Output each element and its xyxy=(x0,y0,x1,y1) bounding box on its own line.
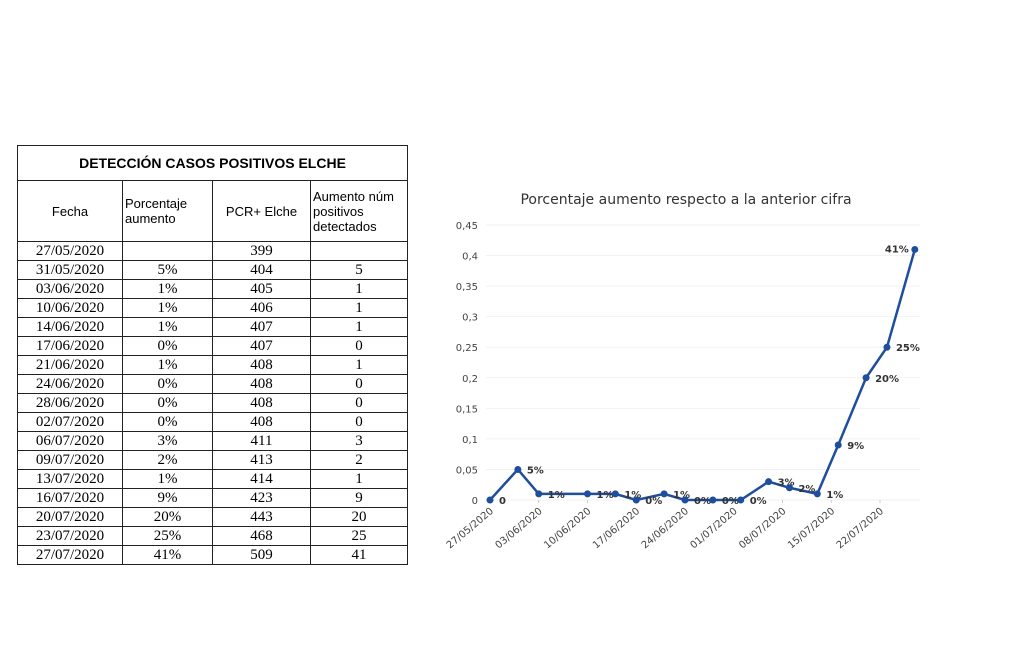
point xyxy=(660,490,668,498)
y-tick-label: 0,05 xyxy=(456,465,478,476)
data-label: 1% xyxy=(826,490,843,501)
cell: 1% xyxy=(122,317,213,337)
cell: 5% xyxy=(122,260,213,280)
cell: 28/06/2020 xyxy=(17,393,123,413)
point xyxy=(632,496,640,504)
data-label: 1% xyxy=(548,490,565,501)
cell: 06/07/2020 xyxy=(17,431,123,451)
data-label: 0% xyxy=(750,496,767,507)
header: Fecha xyxy=(17,180,123,242)
x-tick-label: 27/05/2020 xyxy=(445,506,496,551)
y-tick-label: 0,45 xyxy=(456,221,478,232)
point xyxy=(883,343,891,351)
row: 31/05/2020 5% 404 5 xyxy=(17,260,409,280)
row: 17/06/2020 0% 407 0 xyxy=(17,336,409,356)
table-title: DETECCIÓN CASOS POSITIVOS ELCHE xyxy=(16,145,409,181)
data-label: 2% xyxy=(798,484,815,495)
cell: 23/07/2020 xyxy=(17,526,123,546)
cell: 20/07/2020 xyxy=(17,507,123,527)
chart-title: Porcentaje aumento respecto a la anterio… xyxy=(520,192,851,208)
x-tick-label: 10/06/2020 xyxy=(542,506,593,551)
y-tick-label: 0,2 xyxy=(462,374,478,385)
point xyxy=(862,374,870,382)
point xyxy=(584,490,591,498)
row: 03/06/2020 1% 405 1 xyxy=(17,279,409,299)
row: 02/07/2020 0% 408 0 xyxy=(17,412,409,432)
data-label: 0% xyxy=(645,496,662,507)
cell: 41 xyxy=(309,545,409,565)
row: 20/07/2020 20% 443 20 xyxy=(17,507,409,527)
point xyxy=(681,496,689,504)
data-label: 25% xyxy=(896,343,920,354)
row: 10/06/2020 1% 406 1 xyxy=(17,298,409,318)
cell: 3 xyxy=(309,431,409,451)
point xyxy=(737,496,745,504)
y-tick-label: 0,1 xyxy=(462,435,478,446)
cell: 3% xyxy=(122,431,213,451)
cell: 31/05/2020 xyxy=(17,260,123,280)
table-body: 27/05/2020 399 31/05/2020 5% 404 5 03/06/2020 1… xyxy=(17,241,409,565)
cell: 443 xyxy=(212,507,311,527)
cell: 16/07/2020 xyxy=(17,488,123,508)
y-tick-label: 0,4 xyxy=(462,252,478,263)
row: 06/07/2020 3% 411 3 xyxy=(17,431,409,451)
cell: 17/06/2020 xyxy=(17,336,123,356)
line xyxy=(489,249,917,502)
cell: 27/05/2020 xyxy=(17,241,123,261)
point xyxy=(535,490,543,498)
data-label: 0 xyxy=(499,496,506,507)
x-tick-label: 22/07/2020 xyxy=(835,506,886,551)
x-tick-label: 03/06/2020 xyxy=(493,506,544,551)
x-tick-label: 24/06/2020 xyxy=(640,506,691,551)
point xyxy=(834,441,842,449)
header: Aumento núm positivos detectados xyxy=(309,180,409,242)
data-label: 9% xyxy=(847,441,864,452)
cell: 27/07/2020 xyxy=(17,545,123,565)
row: 27/07/2020 41% 509 41 xyxy=(17,545,409,565)
cell: 24/06/2020 xyxy=(17,374,123,394)
point xyxy=(765,478,773,486)
cases-table: DETECCIÓN CASOS POSITIVOS ELCHE Fecha Po… xyxy=(16,145,409,565)
data-label: 1% xyxy=(673,490,690,501)
data-label: 1% xyxy=(597,490,614,501)
point xyxy=(611,490,619,498)
y-tick-label: 0 xyxy=(472,496,478,507)
header: PCR+ Elche xyxy=(212,180,311,242)
y-tick-label: 0,25 xyxy=(456,343,478,354)
point xyxy=(785,484,793,492)
cell: 0% xyxy=(122,336,213,356)
cell: 411 xyxy=(212,431,311,451)
y-tick-label: 0,15 xyxy=(456,404,478,415)
row: 27/05/2020 399 xyxy=(17,241,409,261)
x-tick-label: 08/07/2020 xyxy=(737,506,788,551)
data-label: 5% xyxy=(527,465,544,476)
point xyxy=(486,496,494,504)
x-tick-label: 17/06/2020 xyxy=(591,506,642,551)
data-label: 41% xyxy=(885,244,909,255)
point xyxy=(709,496,717,504)
y-tick-label: 0,35 xyxy=(456,282,478,293)
data-label: 3% xyxy=(778,478,795,489)
x-tick-label: 15/07/2020 xyxy=(786,506,837,551)
data-label: 20% xyxy=(875,374,899,385)
data-label: 0% xyxy=(722,496,739,507)
cell: 413 xyxy=(212,450,311,470)
data-label: 0% xyxy=(694,496,711,507)
point xyxy=(813,490,821,498)
row: 16/07/2020 9% 423 9 xyxy=(17,488,409,508)
cell: 509 xyxy=(212,545,311,565)
x-tick-label: 01/07/2020 xyxy=(688,506,739,551)
data-label: 1% xyxy=(624,490,641,501)
cell: 9% xyxy=(122,488,213,508)
point xyxy=(911,245,919,253)
point xyxy=(514,465,522,473)
cell: 0% xyxy=(122,393,213,413)
cell: 0% xyxy=(122,412,213,432)
y-tick-label: 0,3 xyxy=(462,313,478,324)
